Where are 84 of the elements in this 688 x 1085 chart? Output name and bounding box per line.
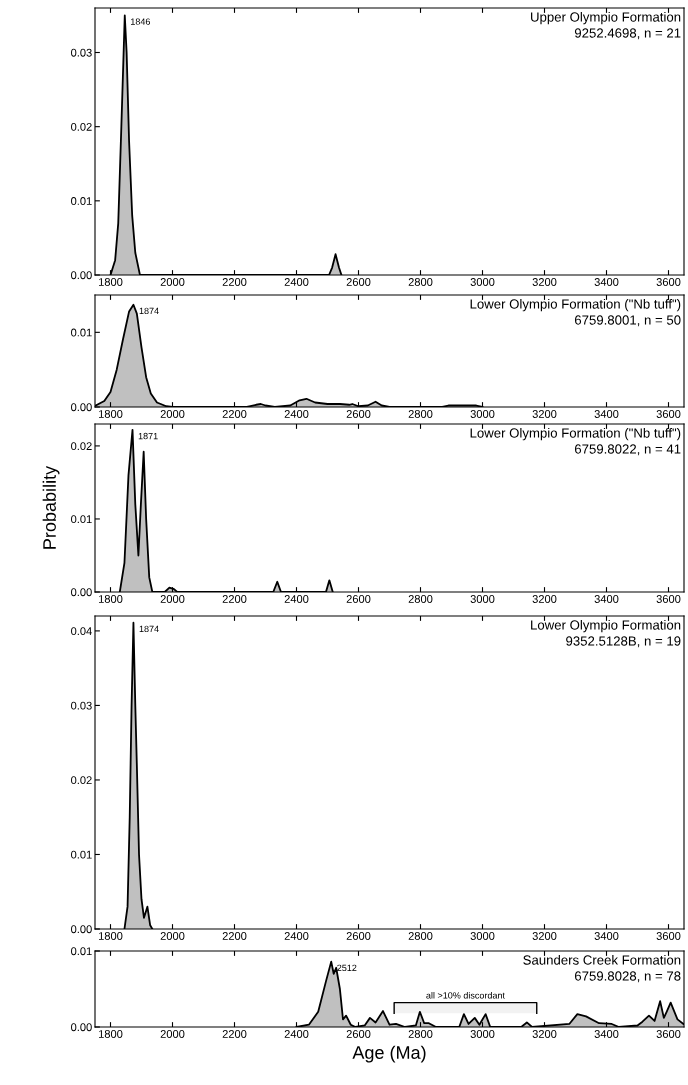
x-tick-label: 2800 [408,595,433,603]
x-axis-title: Age (Ma) [352,1045,426,1063]
y-tick-label: 0.01 [71,515,92,524]
chart-title: Saunders Creek Formation [523,955,681,965]
x-tick-label: 2600 [346,278,371,286]
y-tick-label: 0.00 [71,271,92,280]
x-tick-label: 2200 [222,278,247,286]
x-tick-label: 3000 [470,932,495,940]
x-tick-label: 1800 [98,278,123,286]
x-tick-label: 3200 [532,595,557,603]
x-tick-label: 3600 [656,932,681,940]
y-tick-label: 0.04 [71,627,92,636]
text: 6759.8022, n = 41 [574,444,681,456]
y-tick-label: 0.01 [71,197,92,205]
annotation: 1874 [139,307,159,315]
y-tick-label: 0.03 [71,701,92,710]
y-tick-label: 0.01 [71,850,92,859]
x-tick-label: 2600 [346,1030,371,1038]
x-tick-label: 2400 [284,410,309,418]
x-tick-label: 3600 [656,278,681,286]
y-tick-label: 0.02 [71,776,92,785]
annotation: 2512 [337,964,357,972]
x-tick-label: 2000 [160,278,185,286]
y-axis-title: Probability [42,465,60,549]
x-tick-label: 2600 [346,410,371,418]
x-tick-label: 3400 [594,932,619,940]
x-tick-label: 3000 [470,410,495,418]
band-label: all >10% discordant [426,991,505,999]
y-tick-label: 0.01 [71,947,92,956]
annotation: 1874 [139,625,159,633]
y-tick-label: 0.03 [71,48,92,57]
x-tick-label: 2000 [160,595,185,603]
x-tick-label: 3000 [470,1030,495,1038]
x-tick-label: 2200 [222,932,247,940]
x-tick-label: 3600 [656,410,681,418]
x-tick-label: 2800 [408,932,433,940]
x-tick-label: 1800 [98,932,123,940]
y-tick-label: 0.00 [71,403,92,412]
x-tick-label: 2400 [284,932,309,940]
x-tick-label: 3600 [656,1030,681,1038]
chart-title: Lower Olympio Formation ("Nb tuff") [470,428,681,441]
x-tick-label: 2000 [160,410,185,418]
chart-title: Lower Olympio Formation [531,620,681,633]
x-tick-label: 2800 [408,1030,433,1038]
y-tick-label: 0.00 [71,925,92,934]
x-tick-label: 2600 [346,932,371,940]
x-tick-label: 3400 [594,1030,619,1038]
x-tick-label: 3400 [594,410,619,418]
x-tick-label: 3000 [470,595,495,603]
x-tick-label: 2800 [408,278,433,286]
x-tick-label: 3000 [470,278,495,286]
x-tick-label: 2200 [222,410,247,418]
text: 6759.8028, n = 78 [574,971,681,983]
x-tick-label: 1800 [98,595,123,603]
x-tick-label: 1800 [98,410,123,418]
x-tick-label: 2000 [160,1030,185,1038]
x-tick-label: 3200 [532,932,557,940]
x-tick-label: 3200 [532,1030,557,1038]
x-tick-label: 2800 [408,410,433,418]
chart-title: Lower Olympio Formation ("Nb tuff") [470,299,681,312]
y-tick-label: 0.00 [71,588,92,597]
x-tick-label: 3400 [594,595,619,603]
x-tick-label: 3400 [594,278,619,286]
y-tick-label: 0.02 [71,442,92,451]
text: 9352.5128B, n = 19 [566,636,681,648]
x-tick-label: 3600 [656,595,681,603]
x-tick-label: 2400 [284,278,309,286]
x-tick-label: 1800 [98,1030,123,1038]
x-tick-label: 3200 [532,278,557,286]
y-tick-label: 0.00 [71,1023,92,1032]
text: 6759.8001, n = 50 [574,315,681,327]
x-tick-label: 3200 [532,410,557,418]
y-tick-label: 0.01 [71,328,92,337]
x-tick-label: 2000 [160,932,185,940]
annotation: 1846 [131,18,150,25]
x-tick-label: 2600 [346,595,371,603]
x-tick-label: 2400 [284,1030,309,1038]
x-tick-label: 2400 [284,595,309,603]
x-tick-label: 2200 [222,595,247,603]
y-tick-label: 0.02 [71,122,92,131]
text: 9252.4698, n = 21 [574,28,681,40]
x-tick-label: 2200 [222,1030,247,1038]
chart-title: Upper Olympio Formation [531,12,681,25]
annotation: 1871 [138,432,158,440]
